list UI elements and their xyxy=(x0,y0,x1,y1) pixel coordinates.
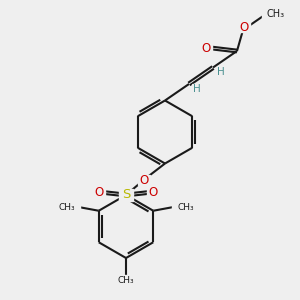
Text: CH₃: CH₃ xyxy=(177,203,194,212)
Text: O: O xyxy=(240,20,249,34)
Bar xyxy=(93,187,105,198)
Text: CH₃: CH₃ xyxy=(58,203,75,212)
Bar xyxy=(147,187,159,198)
Bar xyxy=(172,201,199,213)
Text: CH₃: CH₃ xyxy=(266,9,284,19)
Bar xyxy=(192,84,201,93)
Text: O: O xyxy=(94,186,103,199)
Bar xyxy=(262,8,289,21)
Text: CH₃: CH₃ xyxy=(118,276,134,285)
Bar xyxy=(119,189,133,201)
Text: O: O xyxy=(140,173,148,187)
Bar xyxy=(53,201,80,213)
Text: H: H xyxy=(217,67,224,77)
Text: O: O xyxy=(148,186,158,199)
Text: H: H xyxy=(193,83,200,94)
Bar xyxy=(138,175,150,185)
Bar xyxy=(216,68,225,76)
Bar xyxy=(200,43,212,53)
Text: S: S xyxy=(122,188,130,202)
Text: O: O xyxy=(202,41,211,55)
Bar xyxy=(238,22,250,32)
Bar xyxy=(113,274,139,286)
